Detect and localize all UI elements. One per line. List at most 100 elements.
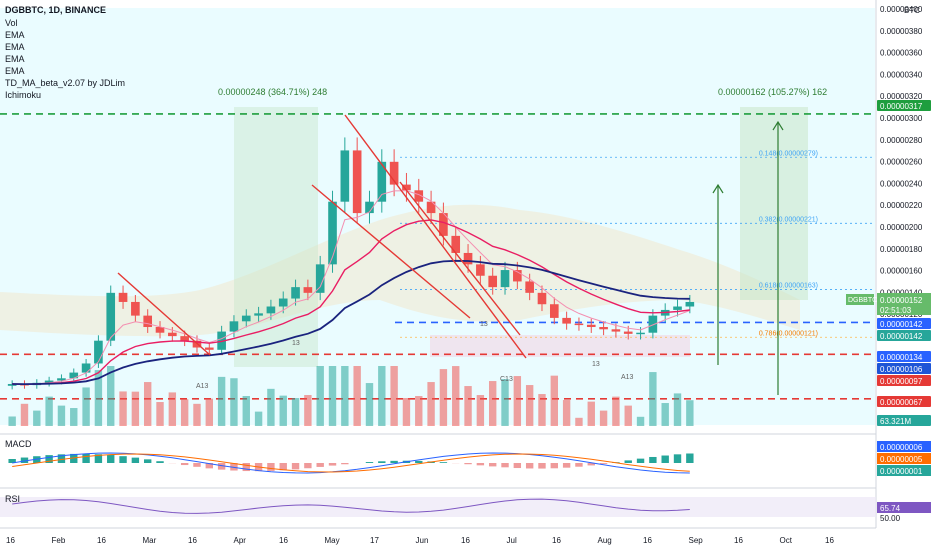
ema-mid-line bbox=[12, 219, 690, 385]
candle-body[interactable] bbox=[537, 292, 547, 305]
candle-body[interactable] bbox=[266, 306, 276, 314]
indicator-ema-3[interactable]: EMA bbox=[5, 54, 25, 64]
candle-body[interactable] bbox=[599, 327, 608, 330]
price-tag[interactable] bbox=[877, 351, 931, 362]
candle-body[interactable] bbox=[155, 327, 165, 333]
candle-body[interactable] bbox=[549, 304, 559, 318]
candle-body[interactable] bbox=[143, 315, 153, 328]
macd-histogram-bar bbox=[131, 457, 140, 463]
candle-body[interactable] bbox=[352, 150, 362, 214]
candle-body[interactable] bbox=[118, 292, 128, 302]
volume-bar bbox=[82, 387, 90, 426]
macd-histogram-bar bbox=[341, 463, 349, 465]
indicator-vol[interactable]: Vol bbox=[5, 18, 18, 28]
current-price-tag[interactable] bbox=[877, 293, 931, 315]
candle-body[interactable] bbox=[7, 383, 17, 386]
symbol-tag[interactable] bbox=[846, 294, 874, 305]
candle-body[interactable] bbox=[673, 306, 682, 310]
candle-body[interactable] bbox=[426, 201, 436, 214]
candle-body[interactable] bbox=[241, 315, 251, 322]
candle-body[interactable] bbox=[204, 347, 214, 350]
macd-histogram-bar bbox=[439, 462, 448, 463]
volume-bar bbox=[612, 396, 620, 426]
indicator-td-ma[interactable]: TD_MA_beta_v2.07 by JDLim bbox=[5, 78, 126, 88]
candle-body[interactable] bbox=[586, 324, 596, 328]
candle-body[interactable] bbox=[303, 287, 313, 293]
macd-histogram-bar bbox=[156, 461, 164, 463]
candle-body[interactable] bbox=[451, 235, 461, 253]
rsi-value-tag[interactable] bbox=[877, 502, 931, 513]
indicator-ema-4[interactable]: EMA bbox=[5, 66, 25, 76]
candle-body[interactable] bbox=[278, 298, 288, 307]
price-tag[interactable] bbox=[877, 415, 931, 426]
macd-tag[interactable] bbox=[877, 453, 931, 464]
candle-body[interactable] bbox=[377, 161, 387, 202]
price-tag[interactable] bbox=[877, 330, 931, 341]
candle-body[interactable] bbox=[106, 292, 116, 341]
ichimoku-cloud bbox=[0, 204, 800, 337]
volume-bar bbox=[304, 395, 312, 426]
price-tag[interactable] bbox=[877, 318, 931, 329]
candle-body[interactable] bbox=[562, 317, 571, 324]
macd-histogram-bar bbox=[464, 463, 472, 465]
indicator-ema-1[interactable]: EMA bbox=[5, 30, 25, 40]
candle-body[interactable] bbox=[574, 323, 584, 326]
candle-body[interactable] bbox=[389, 161, 399, 185]
candle-body[interactable] bbox=[439, 213, 448, 236]
candle-body[interactable] bbox=[180, 336, 189, 341]
candle-body[interactable] bbox=[291, 287, 300, 299]
macd-signal-line bbox=[12, 453, 690, 473]
candle-body[interactable] bbox=[328, 201, 337, 265]
y-tick-label: 0.00000220 bbox=[880, 201, 923, 210]
candle-body[interactable] bbox=[94, 340, 103, 364]
y-tick-label: 0.00000280 bbox=[880, 136, 923, 145]
candle-body[interactable] bbox=[611, 329, 621, 332]
candle-body[interactable] bbox=[513, 270, 522, 282]
candle-body[interactable] bbox=[500, 270, 510, 288]
candle-body[interactable] bbox=[57, 378, 66, 381]
indicator-ema-2[interactable]: EMA bbox=[5, 42, 25, 52]
volume-bar bbox=[316, 366, 324, 426]
candle-body[interactable] bbox=[463, 252, 473, 265]
pattern-label: A13 bbox=[621, 374, 634, 381]
macd-tag[interactable] bbox=[877, 441, 931, 452]
candle-body[interactable] bbox=[685, 301, 695, 307]
candle-body[interactable] bbox=[648, 315, 658, 333]
volume-bar bbox=[501, 379, 509, 426]
candle-body[interactable] bbox=[414, 190, 424, 202]
macd-histogram-bar bbox=[230, 463, 238, 471]
macd-histogram-bar bbox=[636, 458, 645, 463]
candle-body[interactable] bbox=[623, 331, 633, 334]
volume-bar bbox=[20, 403, 29, 426]
candle-body[interactable] bbox=[229, 321, 239, 332]
price-tag[interactable] bbox=[877, 375, 931, 386]
candle-body[interactable] bbox=[525, 281, 534, 293]
candle-body[interactable] bbox=[365, 201, 374, 214]
candle-body[interactable] bbox=[340, 150, 350, 202]
candle-body[interactable] bbox=[476, 264, 485, 276]
indicator-ichimoku[interactable]: Ichimoku bbox=[5, 90, 42, 100]
candle-body[interactable] bbox=[402, 184, 411, 191]
candle-body[interactable] bbox=[488, 275, 498, 288]
price-tag-label: 0.00000067 bbox=[880, 398, 923, 407]
candle-body[interactable] bbox=[44, 380, 54, 383]
price-tag[interactable] bbox=[877, 363, 931, 374]
trendline-2 bbox=[344, 114, 527, 359]
macd-tag[interactable] bbox=[877, 465, 931, 476]
x-tick-label: 16 bbox=[6, 536, 15, 545]
candle-body[interactable] bbox=[315, 264, 325, 293]
candle-body[interactable] bbox=[81, 363, 91, 373]
symbol-tag-label: DGBBTC bbox=[848, 297, 877, 304]
candle-body[interactable] bbox=[254, 313, 263, 316]
macd-histogram-bar bbox=[365, 462, 374, 463]
price-tag[interactable] bbox=[877, 396, 931, 407]
volume-bar bbox=[562, 400, 571, 426]
price-tag[interactable] bbox=[877, 100, 931, 111]
candle-body[interactable] bbox=[636, 332, 645, 335]
candle-body[interactable] bbox=[168, 332, 177, 337]
candle-body[interactable] bbox=[69, 372, 79, 379]
candle-body[interactable] bbox=[131, 301, 140, 316]
fib-label-2: 0.382(0.00000221) bbox=[759, 216, 818, 223]
